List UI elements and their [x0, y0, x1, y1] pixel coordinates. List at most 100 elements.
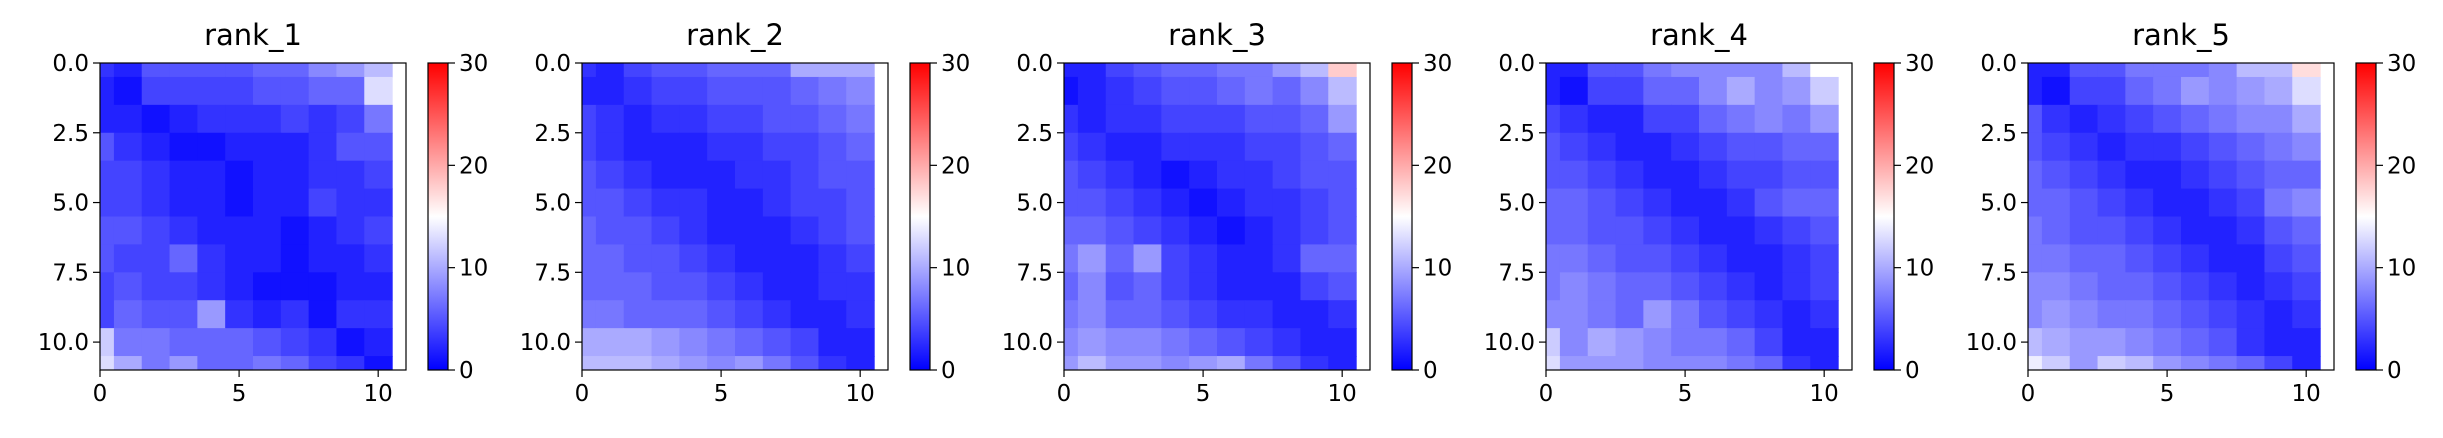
heatmap-cell	[1546, 244, 1561, 273]
heatmap-cell	[623, 104, 653, 134]
heatmap-cell	[1189, 300, 1218, 329]
heatmap-cell	[582, 63, 597, 78]
heatmap-cell	[2028, 244, 2043, 273]
y-tick-label: 2.5	[1498, 121, 1535, 147]
colorbar-tick-label: 20	[1423, 153, 1452, 179]
heatmap-cell	[113, 104, 143, 134]
heatmap-cell	[623, 160, 653, 190]
heatmap-cell	[1300, 76, 1329, 106]
heatmap-cell	[1546, 160, 1561, 190]
heatmap-cell	[2041, 63, 2071, 78]
y-tick-label: 10.0	[520, 330, 571, 356]
heatmap-cell	[1615, 356, 1644, 370]
colorbar	[1392, 63, 1412, 370]
heatmap-cell	[679, 160, 708, 190]
heatmap-cell	[1064, 300, 1079, 329]
heatmap-cell	[1699, 76, 1728, 106]
heatmap-cell	[2097, 216, 2126, 246]
heatmap-cell	[336, 160, 365, 190]
heatmap-cell	[1754, 300, 1784, 329]
heatmap-cell	[1810, 300, 1839, 329]
heatmap-cell	[1217, 216, 1246, 246]
heatmap-cell	[2181, 300, 2210, 329]
heatmap-cell	[707, 104, 736, 134]
heatmap-cell	[364, 356, 393, 370]
heatmap-cell	[2125, 63, 2154, 78]
y-tick-label: 7.5	[1980, 260, 2017, 286]
heatmap-cell	[1244, 104, 1274, 134]
heatmap-cell	[141, 300, 171, 329]
heatmap-cell	[1133, 63, 1162, 78]
heatmap-cell	[141, 76, 171, 106]
heatmap-cell	[1272, 104, 1302, 134]
heatmap-cell	[1699, 216, 1728, 246]
heatmap-cell	[2028, 160, 2043, 190]
heatmap-cell	[225, 244, 254, 273]
heatmap-cell	[818, 63, 847, 78]
heatmap-cell	[100, 160, 115, 190]
heatmap-cell	[2292, 244, 2321, 273]
heatmap-cell	[2264, 244, 2293, 273]
heatmap-cell	[253, 300, 282, 329]
heatmap-cell	[2028, 328, 2043, 357]
heatmap-cell	[2292, 216, 2321, 246]
heatmap-cell	[1587, 300, 1617, 329]
heatmap-cell	[280, 216, 310, 246]
heatmap-cell	[595, 76, 625, 106]
heatmap-cell	[197, 104, 226, 134]
chart-title: rank_3	[1168, 18, 1266, 52]
heatmap-cell	[595, 356, 625, 370]
heatmap-cell	[1643, 132, 1672, 162]
heatmap-cell	[113, 328, 143, 357]
heatmap-cell	[2181, 244, 2210, 273]
heatmap-cell	[2292, 188, 2321, 218]
colorbar-frame	[1391, 62, 1413, 371]
colorbar-tick-label: 20	[1905, 153, 1934, 179]
heatmap-cell	[1105, 104, 1135, 134]
heatmap-cell	[2097, 356, 2126, 370]
heatmap-cell	[1244, 76, 1274, 106]
heatmap-cell	[707, 76, 736, 106]
heatmap-cell	[1272, 272, 1302, 301]
y-tick-label: 0.0	[534, 51, 571, 77]
heatmap-cell	[2069, 300, 2099, 329]
heatmap-cell	[582, 328, 597, 357]
heatmap-cell	[2041, 328, 2071, 357]
heatmap-cell	[1272, 63, 1302, 78]
heatmap-cell	[100, 132, 115, 162]
heatmap-cell	[1064, 188, 1079, 218]
heatmap-cell	[2041, 104, 2071, 134]
heatmap-cell	[1328, 216, 1357, 246]
heatmap-cell	[2208, 160, 2238, 190]
heatmap-cell	[1754, 188, 1784, 218]
heatmap-cell	[2069, 63, 2099, 78]
heatmap-cell	[2097, 76, 2126, 106]
heatmap-cell	[762, 216, 792, 246]
heatmap-cell	[651, 244, 680, 273]
heatmap-cell	[169, 160, 198, 190]
colorbar-tick-label: 10	[1423, 256, 1452, 282]
heatmap-cell	[2069, 216, 2099, 246]
heatmap-cell	[113, 356, 143, 370]
heatmap-cell	[2236, 244, 2266, 273]
heatmap-cell	[735, 244, 764, 273]
heatmap-cell	[1546, 328, 1561, 357]
heatmap-cell	[1782, 216, 1811, 246]
chart-title: rank_1	[204, 18, 302, 52]
plot-frame	[1545, 62, 1853, 371]
heatmap-cell	[2181, 328, 2210, 357]
heatmap-cell	[2028, 63, 2043, 78]
heatmap-cell	[280, 63, 310, 78]
heatmap-cell	[1782, 244, 1811, 273]
heatmap-cell	[1671, 244, 1700, 273]
x-tick-label: 5	[232, 381, 247, 407]
heatmap-cell	[1587, 216, 1617, 246]
heatmap-cell	[336, 328, 365, 357]
heatmap-cell	[1105, 76, 1135, 106]
heatmap-cell	[1133, 104, 1162, 134]
heatmap-cell	[2181, 104, 2210, 134]
heatmap-cell	[1161, 188, 1190, 218]
heatmap-cell	[1587, 63, 1617, 78]
heatmap-cell	[2208, 132, 2238, 162]
